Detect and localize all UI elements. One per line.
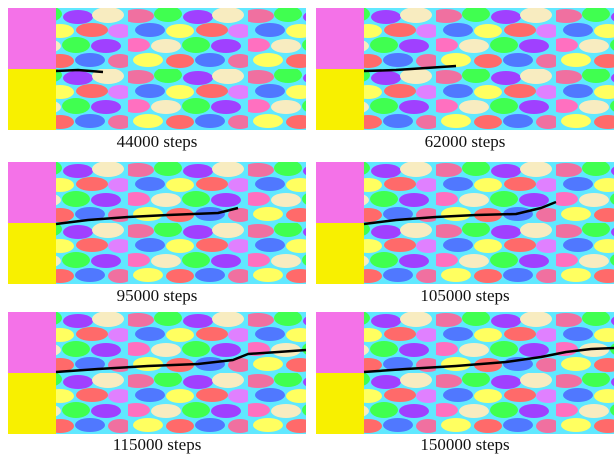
panel bbox=[8, 312, 306, 434]
caption: 44000 steps bbox=[117, 132, 198, 151]
caption: 115000 steps bbox=[113, 435, 202, 454]
grain-map bbox=[316, 312, 614, 434]
grain-map bbox=[316, 8, 614, 130]
grain-map bbox=[316, 162, 614, 284]
caption: 105000 steps bbox=[420, 286, 509, 305]
body: 44000 steps 62000 steps 95000 steps 1050… bbox=[0, 0, 616, 456]
caption: 95000 steps bbox=[117, 286, 198, 305]
panel bbox=[8, 8, 306, 130]
page: Crack propagation snapshots {"panels": [… bbox=[0, 0, 616, 456]
figure: 44000 steps 62000 steps 95000 steps 1050… bbox=[0, 0, 616, 456]
panel bbox=[8, 162, 306, 284]
panel bbox=[316, 312, 614, 434]
panel bbox=[316, 8, 614, 130]
grain-map bbox=[8, 312, 306, 434]
grain-map bbox=[8, 8, 306, 130]
caption: 150000 steps bbox=[420, 435, 509, 454]
panel bbox=[316, 162, 614, 284]
grain-map bbox=[8, 162, 306, 284]
caption: 62000 steps bbox=[425, 132, 506, 151]
